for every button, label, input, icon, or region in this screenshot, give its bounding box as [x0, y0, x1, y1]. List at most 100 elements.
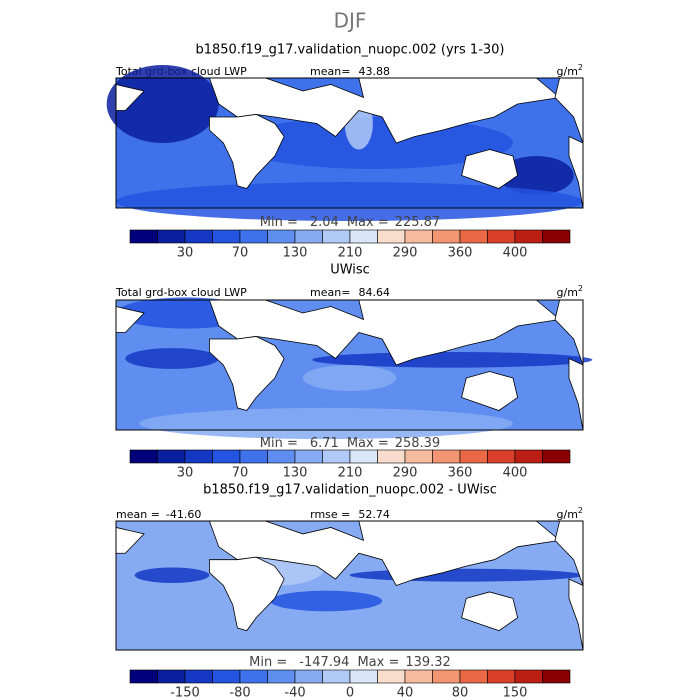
field-blob	[116, 182, 583, 221]
max-value: 258.39	[395, 436, 441, 451]
stat-text: mean=	[310, 286, 350, 299]
land	[208, 77, 561, 144]
colorbar-cell	[404, 229, 433, 244]
colorbar-cell	[184, 449, 213, 464]
stat-value: 84.64	[358, 286, 390, 299]
colorbar-cell	[212, 669, 241, 684]
stat-text: mean=	[310, 65, 350, 78]
colorbar-cell	[487, 449, 516, 464]
colorbar-cell	[432, 229, 461, 244]
max-label: Max =	[357, 655, 399, 670]
colorbar-label: 130	[283, 466, 308, 481]
units-power: 2	[578, 63, 583, 72]
stat-label: rmse = 52.74	[310, 508, 390, 521]
colorbar-label: 400	[503, 246, 528, 261]
colorbar-cell	[487, 669, 516, 684]
field-blob	[139, 407, 513, 440]
colorbar-cell	[322, 229, 351, 244]
field-blob	[349, 568, 583, 582]
colorbar-cell	[239, 449, 268, 464]
land	[461, 591, 519, 632]
colorbar-label: -150	[170, 686, 200, 700]
units-power: 2	[578, 506, 583, 515]
colorbar-cell	[294, 449, 323, 464]
min-max: Min = 2.04 Max = 225.87	[260, 215, 440, 230]
land	[208, 556, 285, 632]
colorbar-label: 290	[393, 466, 418, 481]
colorbar-label: 80	[452, 686, 469, 700]
stat-value: 52.74	[358, 508, 390, 521]
map-frame	[115, 299, 584, 431]
stat-text: rmse =	[310, 508, 350, 521]
colorbar-label: -40	[284, 686, 305, 700]
colorbar-cell	[459, 669, 488, 684]
colorbar-cell	[322, 669, 351, 684]
left-label: Total grd-box cloud LWP	[115, 286, 247, 299]
field-blob	[270, 590, 383, 612]
map-frame	[115, 77, 584, 209]
colorbar-cell	[349, 449, 378, 464]
colorbar-label: -80	[229, 686, 250, 700]
colorbar-cell	[129, 229, 158, 244]
land	[568, 135, 584, 209]
colorbar-cell	[514, 669, 543, 684]
colorbar-cell	[294, 669, 323, 684]
colorbar-cell	[212, 449, 241, 464]
colorbar-cell	[377, 669, 406, 684]
panel-title: b1850.f19_g17.validation_nuopc.002 (yrs …	[195, 43, 504, 58]
colorbar-cell	[157, 449, 186, 464]
field-blob	[302, 365, 397, 391]
min-max: Min = 6.71 Max = 258.39	[260, 436, 440, 451]
colorbar-cell	[404, 669, 433, 684]
colorbar-cell	[377, 449, 406, 464]
land	[208, 113, 285, 189]
colorbar-label: 130	[283, 246, 308, 261]
left-label-text: mean =	[116, 508, 160, 521]
colorbar-label: 400	[503, 466, 528, 481]
units-text: g/m	[557, 65, 578, 78]
panel-title: UWisc	[330, 263, 370, 278]
left-label-text: Total grd-box cloud LWP	[115, 286, 247, 299]
left-value: -41.60	[166, 508, 201, 521]
min-label: Min =	[260, 215, 298, 230]
map-frame	[115, 520, 584, 651]
colorbar-label: 40	[397, 686, 414, 700]
stat-label: mean= 43.88	[310, 65, 390, 78]
colorbar-cell	[432, 449, 461, 464]
colorbar-label: 290	[393, 246, 418, 261]
colorbar-label: 30	[177, 246, 194, 261]
figure-title: DJF	[334, 9, 367, 33]
land	[461, 371, 519, 411]
colorbar-cell	[239, 229, 268, 244]
colorbar-label: 0	[346, 686, 354, 700]
stat-label: mean= 84.64	[310, 286, 390, 299]
land	[568, 357, 584, 431]
colorbar-label: 210	[338, 246, 363, 261]
colorbar-cell	[129, 669, 158, 684]
land	[461, 149, 519, 189]
colorbar-cell	[212, 229, 241, 244]
land	[208, 335, 285, 411]
colorbar-cell	[239, 669, 268, 684]
colorbar-cell	[157, 669, 186, 684]
units: g/m2	[557, 506, 584, 522]
min-value: -147.94	[299, 655, 349, 670]
land	[208, 299, 561, 366]
colorbar-cell	[349, 229, 378, 244]
units-power: 2	[578, 284, 583, 293]
units: g/m2	[557, 63, 584, 79]
colorbar-cell	[267, 669, 296, 684]
colorbar-cell	[267, 449, 296, 464]
field-blob	[125, 348, 219, 369]
units: g/m2	[557, 284, 584, 300]
stat-value: 43.88	[358, 65, 390, 78]
colorbar-cell	[487, 229, 516, 244]
min-value: 6.71	[310, 436, 339, 451]
colorbar-cell	[514, 449, 543, 464]
units-text: g/m	[557, 286, 578, 299]
colorbar-label: 150	[503, 686, 528, 700]
max-label: Max =	[347, 436, 389, 451]
colorbar-cell	[404, 449, 433, 464]
colorbar-label: 30	[177, 466, 194, 481]
colorbar-cell	[459, 449, 488, 464]
